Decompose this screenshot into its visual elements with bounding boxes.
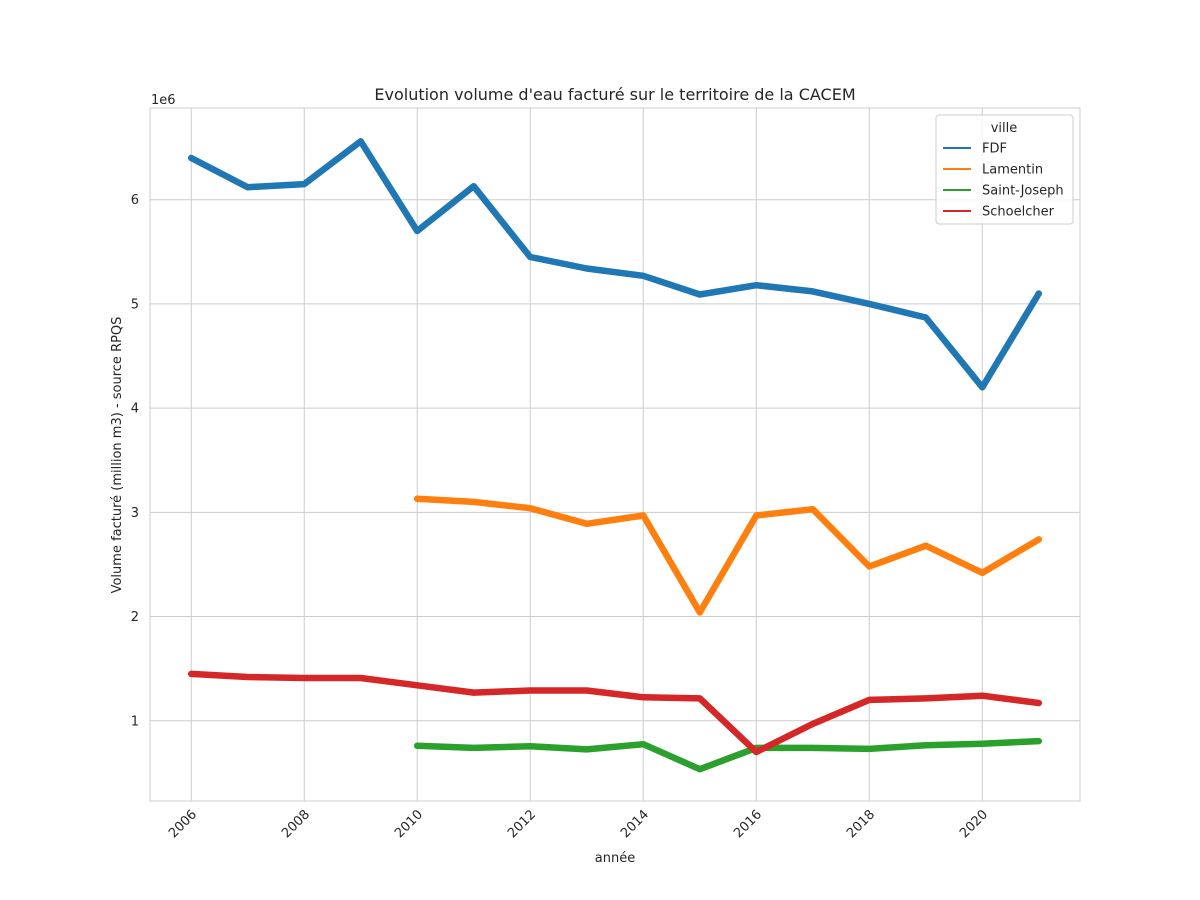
legend: ville FDF Lamentin Saint-Joseph Schoelcher (935, 114, 1074, 225)
x-tick-label: 2006 (166, 807, 200, 841)
series-line-schoelcher (187, 670, 1043, 756)
y-offset-label: 1e6 (151, 93, 176, 108)
x-tick-label: 2010 (392, 807, 426, 841)
x-axis-ticks: 2006 2008 2010 2012 2014 2016 2018 2020 (166, 807, 991, 841)
legend-label-fdf: FDF (982, 142, 1007, 157)
y-tick-label: 3 (131, 506, 139, 521)
x-tick-label: 2016 (731, 807, 765, 841)
legend-box (935, 114, 1074, 225)
legend-label-schoelcher: Schoelcher (982, 205, 1055, 220)
y-tick-label: 2 (131, 610, 139, 625)
y-tick-label: 5 (131, 297, 139, 312)
x-tick-label: 2014 (618, 807, 652, 841)
plot-frame (149, 107, 1081, 802)
chart-title: Evolution volume d'eau facturé sur le te… (374, 85, 855, 104)
y-tick-label: 4 (131, 402, 139, 417)
y-tick-label: 6 (131, 193, 139, 208)
legend-title: ville (991, 121, 1018, 136)
x-tick-label: 2020 (957, 807, 991, 841)
y-axis-ticks: 1 2 3 4 5 6 (131, 193, 139, 729)
y-tick-label: 1 (131, 714, 139, 729)
y-axis-label: Volume facturé (million m3) - source RPQ… (110, 317, 125, 594)
legend-label-lamentin: Lamentin (982, 163, 1043, 178)
x-tick-label: 2012 (505, 807, 539, 841)
legend-items: FDF Lamentin Saint-Joseph Schoelcher (943, 142, 1064, 220)
grid (150, 108, 1080, 801)
x-tick-label: 2018 (844, 807, 878, 841)
series-line-fdf (187, 138, 1043, 391)
series-line-saint-joseph (413, 737, 1043, 773)
x-tick-label: 2008 (279, 807, 313, 841)
series-lines (187, 138, 1043, 773)
x-axis-label: année (595, 851, 635, 866)
series-line-lamentin (413, 495, 1043, 616)
legend-label-saint-joseph: Saint-Joseph (982, 184, 1064, 199)
